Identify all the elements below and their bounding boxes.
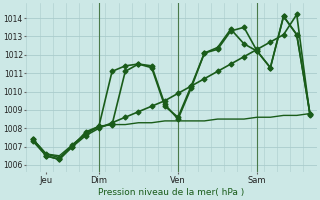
X-axis label: Pression niveau de la mer( hPa ): Pression niveau de la mer( hPa ) bbox=[98, 188, 244, 197]
